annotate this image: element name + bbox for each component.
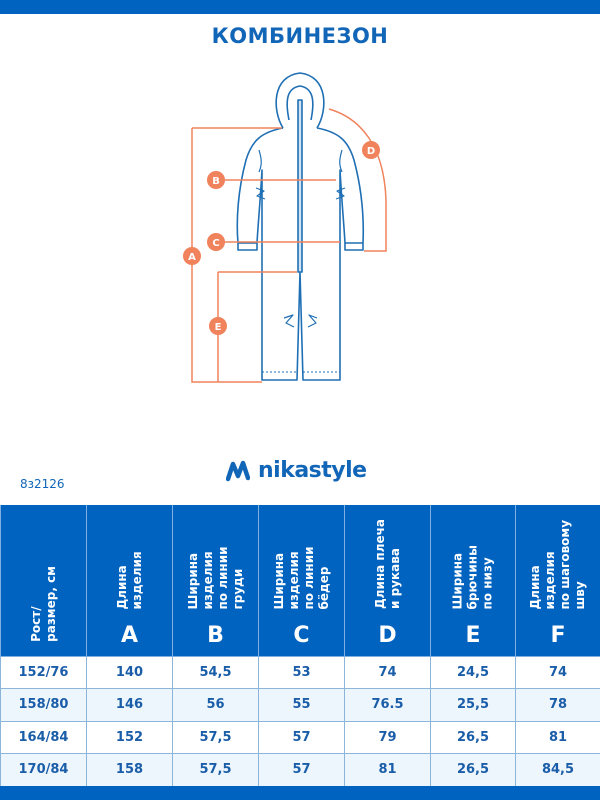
table-cell: 26,5	[430, 720, 516, 754]
table-cell: 57,5	[172, 720, 259, 754]
table-cell: 158	[86, 753, 173, 787]
table-cell: 79	[344, 720, 431, 754]
jumpsuit-outline	[236, 72, 365, 381]
jumpsuit-diagram: A B C D E	[183, 72, 387, 383]
marker-d: D	[362, 141, 380, 159]
size-table: Рост/ размер, см Длина изделия A Ширина и…	[0, 505, 600, 787]
marker-e: E	[209, 317, 227, 335]
table-cell: 26,5	[430, 753, 516, 787]
svg-text:E: E	[215, 322, 222, 333]
brand-name: nikastyle	[258, 458, 367, 483]
table-cell: 56	[172, 688, 259, 722]
column-header-a: Длина изделия A	[86, 505, 173, 657]
table-cell: 57,5	[172, 753, 259, 787]
table-cell: 57	[258, 753, 345, 787]
column-header-c: Ширина изделия по линии бёдер C	[258, 505, 345, 657]
table-row: 158/80 146 56 55 76.5 25,5 78	[0, 688, 600, 722]
table-row: 152/76 140 54,5 53 74 24,5 74	[0, 655, 600, 689]
article-number: 8з2126	[20, 477, 65, 491]
table-row: 164/84 152 57,5 57 79 26,5 81	[0, 720, 600, 754]
svg-text:B: B	[212, 176, 220, 187]
table-cell: 158/80	[0, 688, 87, 722]
table-cell: 152/76	[0, 655, 87, 689]
table-cell: 146	[86, 688, 173, 722]
brand-logo: nikastyle	[226, 458, 367, 483]
table-row: 170/84 158 57,5 57 81 26,5 84,5	[0, 753, 600, 787]
marker-c: C	[207, 233, 225, 251]
table-cell: 140	[86, 655, 173, 689]
table-cell: 54,5	[172, 655, 259, 689]
marker-b: B	[207, 171, 225, 189]
bottom-bar	[0, 786, 600, 800]
brand-mark-icon	[226, 460, 250, 481]
table-cell: 24,5	[430, 655, 516, 689]
table-cell: 74	[515, 655, 600, 689]
svg-text:C: C	[212, 238, 219, 249]
table-cell: 152	[86, 720, 173, 754]
page-title: КОМБИНЕЗОН	[211, 24, 389, 48]
table-cell: 170/84	[0, 753, 87, 787]
table-cell: 78	[515, 688, 600, 722]
table-cell: 81	[515, 720, 600, 754]
column-header-size: Рост/ размер, см	[0, 505, 87, 657]
column-header-d: Длина плеча и рукава D	[344, 505, 431, 657]
table-cell: 164/84	[0, 720, 87, 754]
table-cell: 84,5	[515, 753, 600, 787]
table-cell: 74	[344, 655, 431, 689]
top-bar	[0, 0, 600, 14]
table-cell: 53	[258, 655, 345, 689]
column-header-b: Ширина изделия по линии груди B	[172, 505, 259, 657]
column-header-e: Ширина брючины по низу E	[430, 505, 516, 657]
column-header-f: Длина изделия по шаговому шву F	[515, 505, 600, 657]
table-header-row: Рост/ размер, см Длина изделия A Ширина и…	[0, 505, 600, 657]
svg-text:D: D	[367, 146, 375, 157]
svg-text:A: A	[188, 252, 196, 263]
table-cell: 57	[258, 720, 345, 754]
marker-a: A	[183, 247, 201, 265]
table-cell: 81	[344, 753, 431, 787]
table-cell: 55	[258, 688, 345, 722]
table-cell: 25,5	[430, 688, 516, 722]
table-cell: 76.5	[344, 688, 431, 722]
